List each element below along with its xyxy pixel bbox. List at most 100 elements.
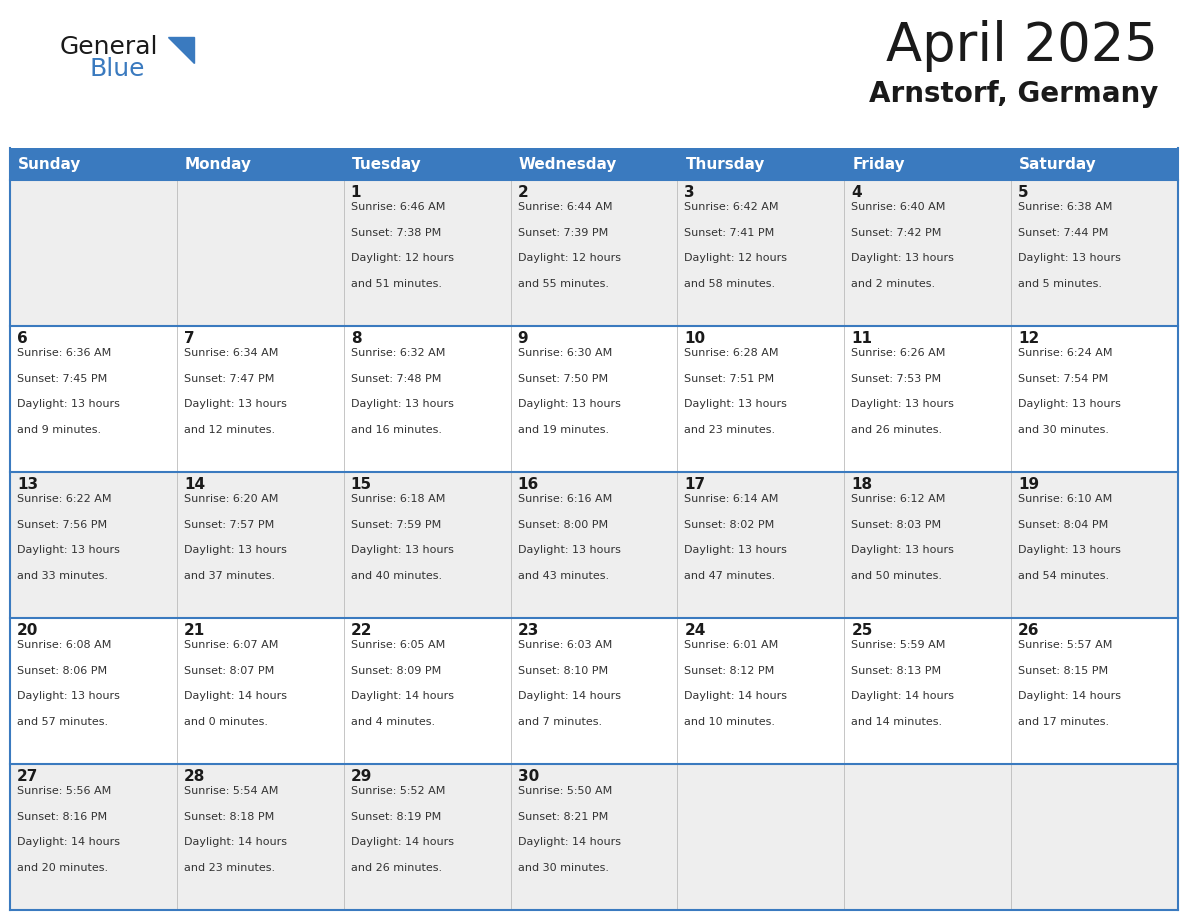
Bar bbox=[1011, 326, 1178, 472]
Bar bbox=[677, 148, 845, 180]
Text: Daylight: 13 hours: Daylight: 13 hours bbox=[684, 545, 788, 555]
Text: and 47 minutes.: and 47 minutes. bbox=[684, 571, 776, 581]
Text: Sunrise: 5:56 AM: Sunrise: 5:56 AM bbox=[17, 786, 112, 796]
Text: Daylight: 13 hours: Daylight: 13 hours bbox=[518, 545, 620, 555]
Bar bbox=[845, 148, 1011, 180]
Bar bbox=[1011, 148, 1178, 180]
Text: and 23 minutes.: and 23 minutes. bbox=[684, 425, 776, 434]
Text: and 17 minutes.: and 17 minutes. bbox=[1018, 717, 1110, 727]
Text: Sunrise: 6:20 AM: Sunrise: 6:20 AM bbox=[184, 494, 278, 504]
Text: Sunrise: 6:34 AM: Sunrise: 6:34 AM bbox=[184, 348, 278, 358]
Bar bbox=[177, 618, 343, 764]
Text: Sunrise: 6:12 AM: Sunrise: 6:12 AM bbox=[852, 494, 946, 504]
Text: 13: 13 bbox=[17, 477, 38, 492]
Bar bbox=[177, 326, 343, 472]
Text: 6: 6 bbox=[17, 331, 27, 346]
Text: and 43 minutes.: and 43 minutes. bbox=[518, 571, 608, 581]
Text: Sunset: 8:06 PM: Sunset: 8:06 PM bbox=[17, 666, 107, 676]
Text: Sunset: 8:13 PM: Sunset: 8:13 PM bbox=[852, 666, 941, 676]
Text: Daylight: 13 hours: Daylight: 13 hours bbox=[350, 399, 454, 409]
Text: Sunrise: 6:38 AM: Sunrise: 6:38 AM bbox=[1018, 202, 1112, 212]
Text: Sunset: 8:00 PM: Sunset: 8:00 PM bbox=[518, 520, 608, 530]
Text: Friday: Friday bbox=[852, 156, 905, 172]
Text: 14: 14 bbox=[184, 477, 206, 492]
Bar bbox=[10, 618, 177, 764]
Bar bbox=[343, 148, 511, 180]
Text: Sunset: 8:21 PM: Sunset: 8:21 PM bbox=[518, 812, 608, 822]
Text: Daylight: 13 hours: Daylight: 13 hours bbox=[184, 399, 286, 409]
Text: Sunset: 7:54 PM: Sunset: 7:54 PM bbox=[1018, 374, 1108, 384]
Bar bbox=[677, 764, 845, 910]
Bar bbox=[177, 764, 343, 910]
Text: Sunday: Sunday bbox=[18, 156, 81, 172]
Text: 30: 30 bbox=[518, 769, 539, 784]
Text: and 16 minutes.: and 16 minutes. bbox=[350, 425, 442, 434]
Text: Sunrise: 6:14 AM: Sunrise: 6:14 AM bbox=[684, 494, 779, 504]
Text: Daylight: 12 hours: Daylight: 12 hours bbox=[350, 253, 454, 263]
Bar bbox=[511, 618, 677, 764]
Text: Daylight: 13 hours: Daylight: 13 hours bbox=[350, 545, 454, 555]
Text: 1: 1 bbox=[350, 185, 361, 200]
Text: Daylight: 14 hours: Daylight: 14 hours bbox=[350, 691, 454, 701]
Text: Daylight: 13 hours: Daylight: 13 hours bbox=[852, 253, 954, 263]
Text: and 30 minutes.: and 30 minutes. bbox=[518, 863, 608, 873]
Text: Daylight: 14 hours: Daylight: 14 hours bbox=[518, 691, 620, 701]
Text: Sunset: 8:15 PM: Sunset: 8:15 PM bbox=[1018, 666, 1108, 676]
Text: and 0 minutes.: and 0 minutes. bbox=[184, 717, 267, 727]
Bar bbox=[1011, 472, 1178, 618]
Text: Sunset: 7:44 PM: Sunset: 7:44 PM bbox=[1018, 228, 1108, 238]
Text: Daylight: 13 hours: Daylight: 13 hours bbox=[17, 545, 120, 555]
Text: and 10 minutes.: and 10 minutes. bbox=[684, 717, 776, 727]
Text: Sunset: 7:41 PM: Sunset: 7:41 PM bbox=[684, 228, 775, 238]
Text: 4: 4 bbox=[852, 185, 862, 200]
Text: and 9 minutes.: and 9 minutes. bbox=[17, 425, 101, 434]
Text: Sunrise: 6:28 AM: Sunrise: 6:28 AM bbox=[684, 348, 779, 358]
Text: 10: 10 bbox=[684, 331, 706, 346]
Text: 18: 18 bbox=[852, 477, 872, 492]
Bar bbox=[343, 472, 511, 618]
Text: Tuesday: Tuesday bbox=[352, 156, 422, 172]
Text: Sunrise: 6:18 AM: Sunrise: 6:18 AM bbox=[350, 494, 446, 504]
Bar bbox=[677, 180, 845, 326]
Text: and 2 minutes.: and 2 minutes. bbox=[852, 279, 935, 288]
Bar bbox=[677, 326, 845, 472]
Bar bbox=[845, 472, 1011, 618]
Bar bbox=[343, 618, 511, 764]
Text: Sunset: 7:42 PM: Sunset: 7:42 PM bbox=[852, 228, 942, 238]
Text: Blue: Blue bbox=[90, 57, 145, 81]
Text: and 7 minutes.: and 7 minutes. bbox=[518, 717, 601, 727]
Text: Sunrise: 6:01 AM: Sunrise: 6:01 AM bbox=[684, 640, 778, 650]
Text: 23: 23 bbox=[518, 623, 539, 638]
Text: Daylight: 13 hours: Daylight: 13 hours bbox=[184, 545, 286, 555]
Text: 7: 7 bbox=[184, 331, 195, 346]
Text: Sunset: 7:53 PM: Sunset: 7:53 PM bbox=[852, 374, 941, 384]
Text: 27: 27 bbox=[17, 769, 38, 784]
Text: and 5 minutes.: and 5 minutes. bbox=[1018, 279, 1102, 288]
Text: Sunrise: 6:36 AM: Sunrise: 6:36 AM bbox=[17, 348, 112, 358]
Text: Daylight: 13 hours: Daylight: 13 hours bbox=[684, 399, 788, 409]
Text: Daylight: 14 hours: Daylight: 14 hours bbox=[184, 691, 286, 701]
Text: Sunset: 7:51 PM: Sunset: 7:51 PM bbox=[684, 374, 775, 384]
Text: and 23 minutes.: and 23 minutes. bbox=[184, 863, 274, 873]
Polygon shape bbox=[168, 37, 194, 63]
Text: Sunrise: 6:42 AM: Sunrise: 6:42 AM bbox=[684, 202, 779, 212]
Text: Sunrise: 5:57 AM: Sunrise: 5:57 AM bbox=[1018, 640, 1112, 650]
Text: 3: 3 bbox=[684, 185, 695, 200]
Text: Sunrise: 6:05 AM: Sunrise: 6:05 AM bbox=[350, 640, 446, 650]
Bar bbox=[845, 764, 1011, 910]
Text: Daylight: 13 hours: Daylight: 13 hours bbox=[1018, 399, 1121, 409]
Text: Sunset: 7:47 PM: Sunset: 7:47 PM bbox=[184, 374, 274, 384]
Text: Daylight: 13 hours: Daylight: 13 hours bbox=[518, 399, 620, 409]
Text: and 4 minutes.: and 4 minutes. bbox=[350, 717, 435, 727]
Text: Sunrise: 6:30 AM: Sunrise: 6:30 AM bbox=[518, 348, 612, 358]
Text: Sunrise: 6:16 AM: Sunrise: 6:16 AM bbox=[518, 494, 612, 504]
Text: Daylight: 14 hours: Daylight: 14 hours bbox=[17, 837, 120, 847]
Bar bbox=[511, 148, 677, 180]
Text: Sunset: 8:04 PM: Sunset: 8:04 PM bbox=[1018, 520, 1108, 530]
Text: 28: 28 bbox=[184, 769, 206, 784]
Text: and 54 minutes.: and 54 minutes. bbox=[1018, 571, 1110, 581]
Text: Daylight: 13 hours: Daylight: 13 hours bbox=[852, 545, 954, 555]
Text: and 14 minutes.: and 14 minutes. bbox=[852, 717, 942, 727]
Bar bbox=[177, 148, 343, 180]
Text: Arnstorf, Germany: Arnstorf, Germany bbox=[868, 80, 1158, 108]
